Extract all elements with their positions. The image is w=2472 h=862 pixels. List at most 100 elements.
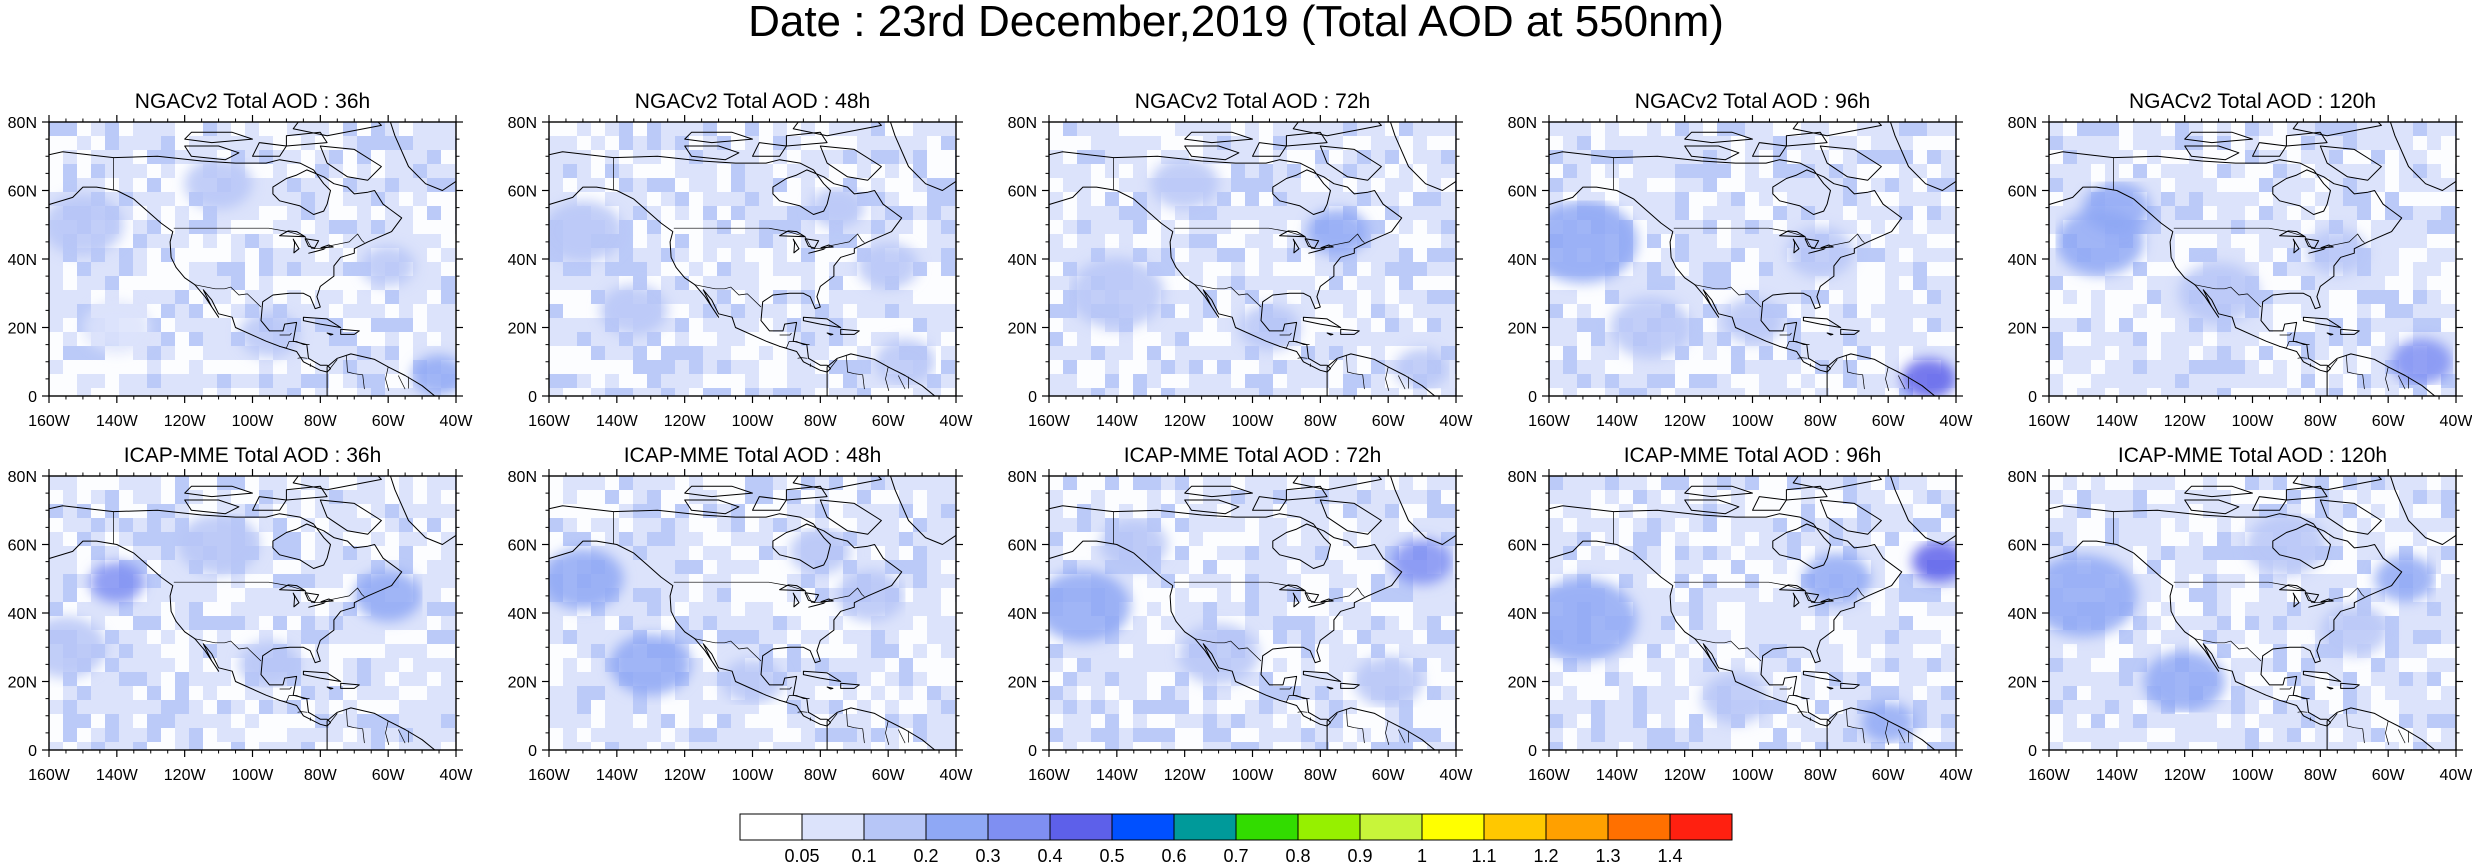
map-panel: 160W 140W 120W 100W 80W 60W 40W 80N 60N 40N 20N 0 NG… — [1508, 90, 1974, 430]
country-border — [2278, 341, 2310, 349]
country-border — [278, 341, 310, 349]
lon-tick-label: 100W — [232, 767, 275, 784]
country-border — [797, 711, 808, 713]
island-outline — [785, 131, 828, 147]
lat-tick-label: 0 — [1028, 389, 1037, 406]
colorbar-label: 1.1 — [1471, 846, 1496, 862]
country-border — [2397, 729, 2406, 744]
country-border — [1778, 695, 1810, 703]
country-border — [797, 357, 808, 359]
country-border — [2278, 695, 2310, 703]
coastlines — [549, 122, 956, 396]
lon-tick-label: 60W — [2372, 413, 2406, 430]
country-border — [1173, 581, 1365, 604]
lake-outline — [1804, 592, 1820, 603]
country-border — [829, 713, 838, 724]
country-border — [1694, 638, 1762, 662]
south-america-outline — [826, 707, 936, 750]
lat-tick-label: 0 — [28, 389, 37, 406]
island-outline — [2184, 145, 2240, 161]
country-border — [1346, 355, 1365, 390]
island-outline — [292, 122, 382, 137]
greenland-outline — [1889, 122, 1956, 191]
greenland-outline — [889, 476, 956, 545]
panel-title: ICAP-MME Total AOD : 48h — [624, 444, 882, 467]
country-border — [1885, 366, 1890, 391]
map-panel: 160W 140W 120W 100W 80W 60W 40W 80N 60N 40N 20N 0 NG… — [8, 90, 474, 430]
lon-tick-label: 120W — [2164, 413, 2207, 430]
lat-tick-label: 0 — [2028, 743, 2037, 760]
lon-tick-label: 160W — [1028, 767, 1071, 784]
island-outline — [1684, 499, 1740, 515]
south-america-outline — [326, 353, 436, 396]
island-outline — [340, 328, 360, 335]
country-border — [1829, 359, 1838, 370]
island-outline — [819, 145, 882, 181]
lon-tick-label: 140W — [596, 767, 639, 784]
colorbar-swatch — [1483, 813, 1547, 841]
lake-outline — [1308, 602, 1325, 608]
lat-tick-label: 40N — [1508, 252, 1537, 269]
country-border — [2173, 581, 2365, 604]
island-outline — [2340, 328, 2360, 335]
lat-tick-label: 20N — [8, 321, 37, 338]
island-outline — [684, 145, 740, 161]
island-outline — [184, 499, 240, 515]
lake-outline — [1308, 248, 1325, 254]
island-outline — [340, 682, 360, 689]
island-outline — [2292, 476, 2382, 491]
panel-title: ICAP-MME Total AOD : 120h — [2118, 444, 2387, 467]
lon-tick-label: 80W — [804, 767, 838, 784]
lake-outline — [279, 230, 306, 238]
country-border — [1673, 581, 1865, 604]
country-border — [1278, 695, 1310, 703]
country-border — [1385, 720, 1390, 745]
lake-outline — [1292, 592, 1300, 608]
lat-tick-label: 0 — [1528, 743, 1537, 760]
island-outline — [1184, 499, 1240, 515]
lat-tick-label: 20N — [1008, 321, 1037, 338]
north-america-outline — [49, 505, 403, 727]
lake-outline — [2292, 592, 2300, 608]
lake-outline — [2304, 592, 2320, 603]
colorbar-swatch — [1359, 813, 1423, 841]
lon-tick-label: 160W — [28, 767, 71, 784]
country-border — [278, 695, 310, 703]
lon-tick-label: 100W — [1732, 767, 1775, 784]
panel-title: NGACv2 Total AOD : 120h — [2129, 90, 2376, 113]
greenland-outline — [1889, 476, 1956, 545]
country-border — [1297, 711, 1308, 713]
lon-tick-label: 60W — [1372, 767, 1406, 784]
north-america-outline — [2049, 151, 2403, 373]
island-outline — [252, 496, 287, 511]
island-outline — [1684, 485, 1753, 498]
island-outline — [1819, 499, 1882, 535]
island-outline — [1340, 328, 1360, 335]
lake-outline — [1279, 584, 1306, 592]
lon-tick-label: 120W — [1164, 767, 1207, 784]
country-border — [2194, 284, 2262, 308]
island-outline — [1319, 499, 1382, 535]
island-outline — [1302, 316, 1342, 328]
lake-outline — [1792, 592, 1800, 608]
lat-tick-label: 40N — [1008, 606, 1037, 623]
island-outline — [2184, 499, 2240, 515]
map-panel: 160W 140W 120W 100W 80W 60W 40W 80N 60N 40N 20N 0 IC… — [8, 444, 474, 784]
lat-tick-label: 80N — [1008, 115, 1037, 132]
country-border — [1278, 341, 1310, 349]
lake-outline — [304, 238, 320, 249]
aod-field — [1549, 122, 1956, 396]
lat-tick-label: 20N — [1008, 675, 1037, 692]
colorbar-label: 0.05 — [784, 846, 819, 862]
country-border — [385, 366, 390, 391]
country-border — [2173, 227, 2365, 250]
island-outline — [302, 316, 342, 328]
island-outline — [2302, 670, 2342, 682]
lat-tick-label: 40N — [8, 252, 37, 269]
colorbar-swatch — [1235, 813, 1299, 841]
greenland-outline — [389, 476, 456, 545]
island-outline — [684, 485, 753, 498]
lake-outline — [779, 584, 806, 592]
country-border — [1846, 709, 1865, 744]
island-outline — [2326, 686, 2334, 690]
